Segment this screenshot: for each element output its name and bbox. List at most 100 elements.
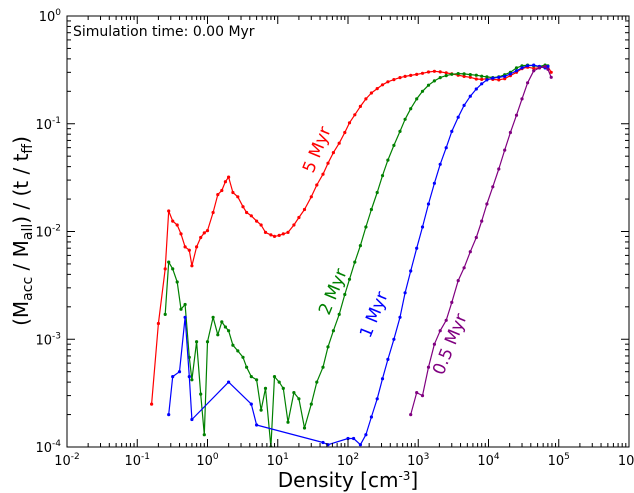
series-point <box>223 325 227 329</box>
series-point <box>398 315 402 319</box>
series-point <box>337 312 341 316</box>
x-tick-label: 106 <box>618 452 634 469</box>
series-point <box>375 87 379 91</box>
series-point <box>420 394 425 398</box>
series-point <box>432 181 436 185</box>
series-point <box>444 318 448 322</box>
series-point <box>175 280 179 284</box>
series-point <box>263 230 268 234</box>
series-point <box>179 232 183 236</box>
series-point <box>474 235 478 240</box>
series-point <box>364 433 368 437</box>
series-point <box>220 320 224 324</box>
series-point <box>549 75 553 79</box>
x-tick-label: 102 <box>337 452 359 469</box>
series-point <box>444 74 448 78</box>
series-point <box>392 78 396 82</box>
series-point <box>183 245 187 249</box>
series-point <box>415 72 419 76</box>
x-tick-label: 100 <box>196 452 219 469</box>
series-point <box>236 349 240 353</box>
series-point <box>398 129 402 133</box>
series-point <box>331 329 335 333</box>
series-point <box>302 207 307 212</box>
series-point <box>409 269 413 273</box>
series-point <box>508 130 512 135</box>
series-point <box>195 245 199 249</box>
series-point <box>480 74 484 78</box>
ticks-layer: 10-2 10-1 100 101 102 103 104 105 106 10-4 10-3 10-… <box>35 8 634 469</box>
series-point <box>277 380 281 384</box>
series-point <box>386 80 390 84</box>
series-point <box>426 202 431 206</box>
series-point <box>309 402 313 406</box>
series-point <box>255 378 259 382</box>
series-point <box>503 74 507 78</box>
series-point <box>491 76 495 80</box>
series-point <box>456 115 460 119</box>
x-tick-label: 10-1 <box>124 452 150 469</box>
series-point <box>380 174 385 178</box>
series-point <box>171 267 175 271</box>
series-point <box>485 78 489 82</box>
series-point <box>269 233 273 237</box>
series-point <box>438 162 442 166</box>
series-point <box>375 190 379 195</box>
series-point <box>259 223 263 227</box>
series-point <box>227 380 231 384</box>
series-point <box>450 129 454 133</box>
series-point <box>326 161 330 165</box>
series-point <box>150 402 154 406</box>
series-point <box>302 426 307 430</box>
series-point <box>420 71 425 75</box>
series-point <box>358 104 362 108</box>
series-point <box>183 302 187 307</box>
series-point <box>187 248 191 252</box>
series-point <box>409 107 413 111</box>
series-point <box>468 250 472 254</box>
series-point <box>326 345 330 349</box>
series-point <box>236 195 240 199</box>
series-point <box>386 158 390 162</box>
series-point <box>520 97 524 101</box>
series-point <box>403 291 407 295</box>
series-point <box>364 97 368 101</box>
series-point <box>369 91 373 95</box>
series-2 <box>167 63 550 447</box>
x-tick-label: 103 <box>407 452 429 469</box>
series-point <box>241 205 245 209</box>
series-point <box>223 180 227 184</box>
series-point <box>190 264 194 268</box>
series-point <box>409 413 413 417</box>
series-point <box>380 83 385 87</box>
series-point <box>444 71 448 75</box>
series-point <box>331 151 335 155</box>
series-point <box>514 66 519 70</box>
series-point <box>347 121 352 125</box>
series-point <box>380 377 385 381</box>
series-point <box>292 223 296 227</box>
series-3 <box>409 64 553 417</box>
series-point <box>156 321 160 326</box>
series-point <box>432 69 436 73</box>
series-point <box>415 246 419 250</box>
series-point <box>272 375 277 379</box>
series-point <box>277 233 281 237</box>
series-point <box>497 78 501 82</box>
series-point <box>432 79 436 83</box>
series-point <box>468 75 472 79</box>
series-point <box>491 185 495 189</box>
series-point <box>508 72 512 76</box>
series-point <box>309 195 313 199</box>
series-point <box>438 70 442 74</box>
series-point <box>503 77 507 81</box>
series-point <box>468 94 472 98</box>
series-point <box>346 436 350 441</box>
series-point <box>245 365 249 369</box>
series-point <box>292 391 296 395</box>
series-point <box>249 402 253 406</box>
series-point <box>409 73 413 77</box>
series-point <box>337 141 341 145</box>
series-point <box>420 225 425 229</box>
